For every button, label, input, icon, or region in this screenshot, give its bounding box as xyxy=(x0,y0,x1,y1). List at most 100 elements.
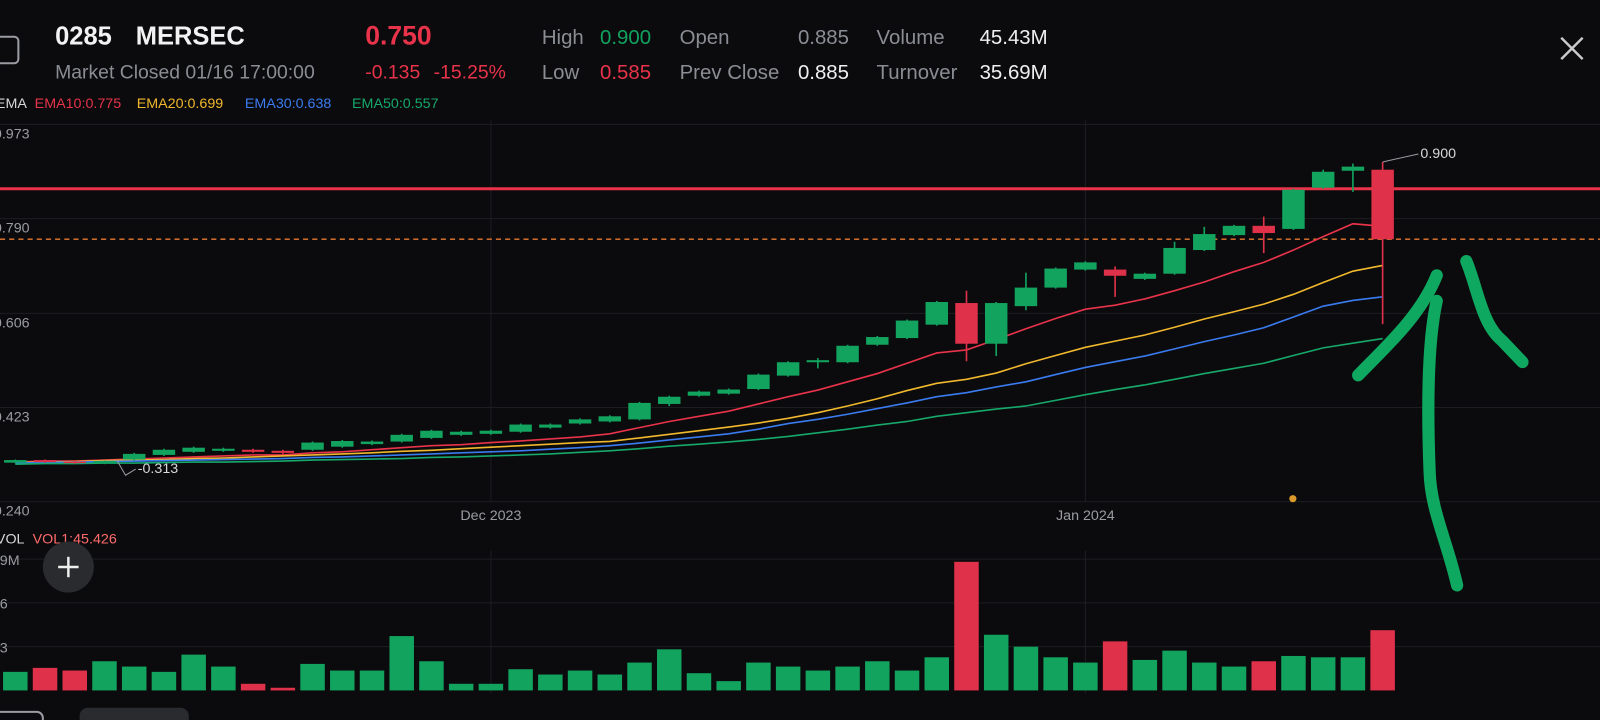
indicator-lines xyxy=(0,187,1600,466)
volume-bar xyxy=(954,561,979,691)
candle-body xyxy=(717,389,740,394)
stock-code: 0285 xyxy=(55,22,112,50)
bottom-tab[interactable] xyxy=(79,707,189,720)
add-button[interactable] xyxy=(42,541,94,593)
indicator-label: VOL xyxy=(0,531,25,547)
candle-body xyxy=(984,303,1008,344)
volume-bar xyxy=(567,670,593,691)
arrow-stroke xyxy=(1422,294,1464,592)
candle-body xyxy=(776,362,800,376)
x-tick-label: Jan 2024 xyxy=(1056,508,1115,524)
volume-bar xyxy=(983,634,1009,691)
volume-bar xyxy=(3,671,28,691)
y-tick-label: 0.423 xyxy=(0,410,30,426)
candle-body xyxy=(420,430,443,438)
volume-bar xyxy=(1192,662,1217,691)
candle-body xyxy=(598,416,622,422)
volume-bar xyxy=(211,666,236,691)
y-tick-label: 0.790 xyxy=(0,221,30,237)
data-marks xyxy=(3,161,1395,691)
labels: 0.973 0.790 0.606 0.423 0.240 Dec 2023 Jan 202… xyxy=(0,96,1456,657)
annotation: 0.900 xyxy=(1420,146,1456,162)
search-icon[interactable] xyxy=(0,35,20,65)
candle-body xyxy=(747,374,770,390)
candle-body xyxy=(241,449,265,452)
volume-bar xyxy=(538,674,563,691)
volume-bar xyxy=(448,683,474,691)
volume-bar xyxy=(359,670,385,691)
y-tick-label: 0.240 xyxy=(0,504,30,520)
volume-bar xyxy=(1340,657,1366,691)
annotation-leader xyxy=(1382,153,1419,163)
volume-bar xyxy=(508,669,533,691)
candle-body xyxy=(1193,234,1216,251)
last-price: 0.750 xyxy=(365,21,431,51)
y-tick-label: 99M xyxy=(0,553,20,569)
candle-body xyxy=(1371,169,1394,240)
price-change: -0.135 xyxy=(365,62,420,84)
arrow-stroke xyxy=(1460,254,1529,369)
candle-body xyxy=(866,337,889,345)
volume-bar xyxy=(746,662,771,691)
event-marker[interactable] xyxy=(1289,495,1297,503)
volume-bar xyxy=(835,666,860,691)
volume-bar xyxy=(1221,666,1247,691)
volume-bar xyxy=(597,674,623,691)
candle-body xyxy=(390,434,413,442)
candle-body xyxy=(1341,166,1365,171)
volume-bar xyxy=(805,670,831,691)
volume-bar xyxy=(62,670,87,691)
annotation-leader xyxy=(116,460,136,476)
candle-body xyxy=(568,419,592,424)
candle-body xyxy=(1311,171,1335,188)
candle-body xyxy=(955,303,978,344)
close-button[interactable] xyxy=(1560,36,1584,61)
volume-bar xyxy=(330,670,355,691)
candle-body xyxy=(1163,247,1186,274)
volume-bar xyxy=(1281,655,1306,691)
candle-body xyxy=(687,391,711,396)
volume-bar xyxy=(1043,657,1068,691)
price-change-pct: -15.25% xyxy=(434,62,506,84)
volume-bar xyxy=(775,666,801,691)
candle-body xyxy=(806,360,830,363)
volume-bar xyxy=(1251,661,1276,691)
stat-value: 0.885 xyxy=(798,27,849,49)
candle-body xyxy=(1133,273,1157,279)
candle-body xyxy=(1074,262,1097,270)
volume-bar xyxy=(1102,641,1128,691)
volume-bar xyxy=(865,661,890,691)
candle-body xyxy=(331,441,354,447)
bottom-icon[interactable] xyxy=(0,710,44,720)
candle-body xyxy=(449,431,473,435)
ema-line xyxy=(15,222,1383,463)
volume-bar xyxy=(716,681,741,691)
volume-bar xyxy=(1132,659,1158,691)
volume-bar xyxy=(1073,662,1098,691)
candle-body xyxy=(301,442,324,450)
volume-bar xyxy=(419,661,444,691)
candle-body xyxy=(925,302,948,325)
legend-entry: EMA10:0.775 xyxy=(35,96,122,112)
volume-bar xyxy=(32,667,58,691)
volume-bar xyxy=(894,670,920,691)
candle-body xyxy=(4,460,27,463)
market-status: Market Closed 01/16 17:00:00 xyxy=(55,62,315,84)
stock-name: MERSEC xyxy=(136,22,245,50)
volume-bar xyxy=(627,662,652,691)
legend-entry: EMA20:0.699 xyxy=(137,96,224,112)
legend-entry: EMA50:0.557 xyxy=(352,96,439,112)
candle-body xyxy=(212,448,235,451)
volume-bar xyxy=(1013,646,1039,691)
volume-bar xyxy=(686,673,712,691)
candle-body xyxy=(539,424,562,428)
candle-body xyxy=(895,320,919,339)
volume-bar xyxy=(389,636,414,691)
candle-body xyxy=(479,430,503,434)
legend-entry: EMA30:0.638 xyxy=(245,96,332,112)
volume-bar xyxy=(1370,630,1395,691)
candle-body xyxy=(93,461,116,464)
stat-label: High xyxy=(542,27,584,49)
volume-bar xyxy=(300,663,325,691)
y-tick-label: 33 xyxy=(0,640,8,656)
